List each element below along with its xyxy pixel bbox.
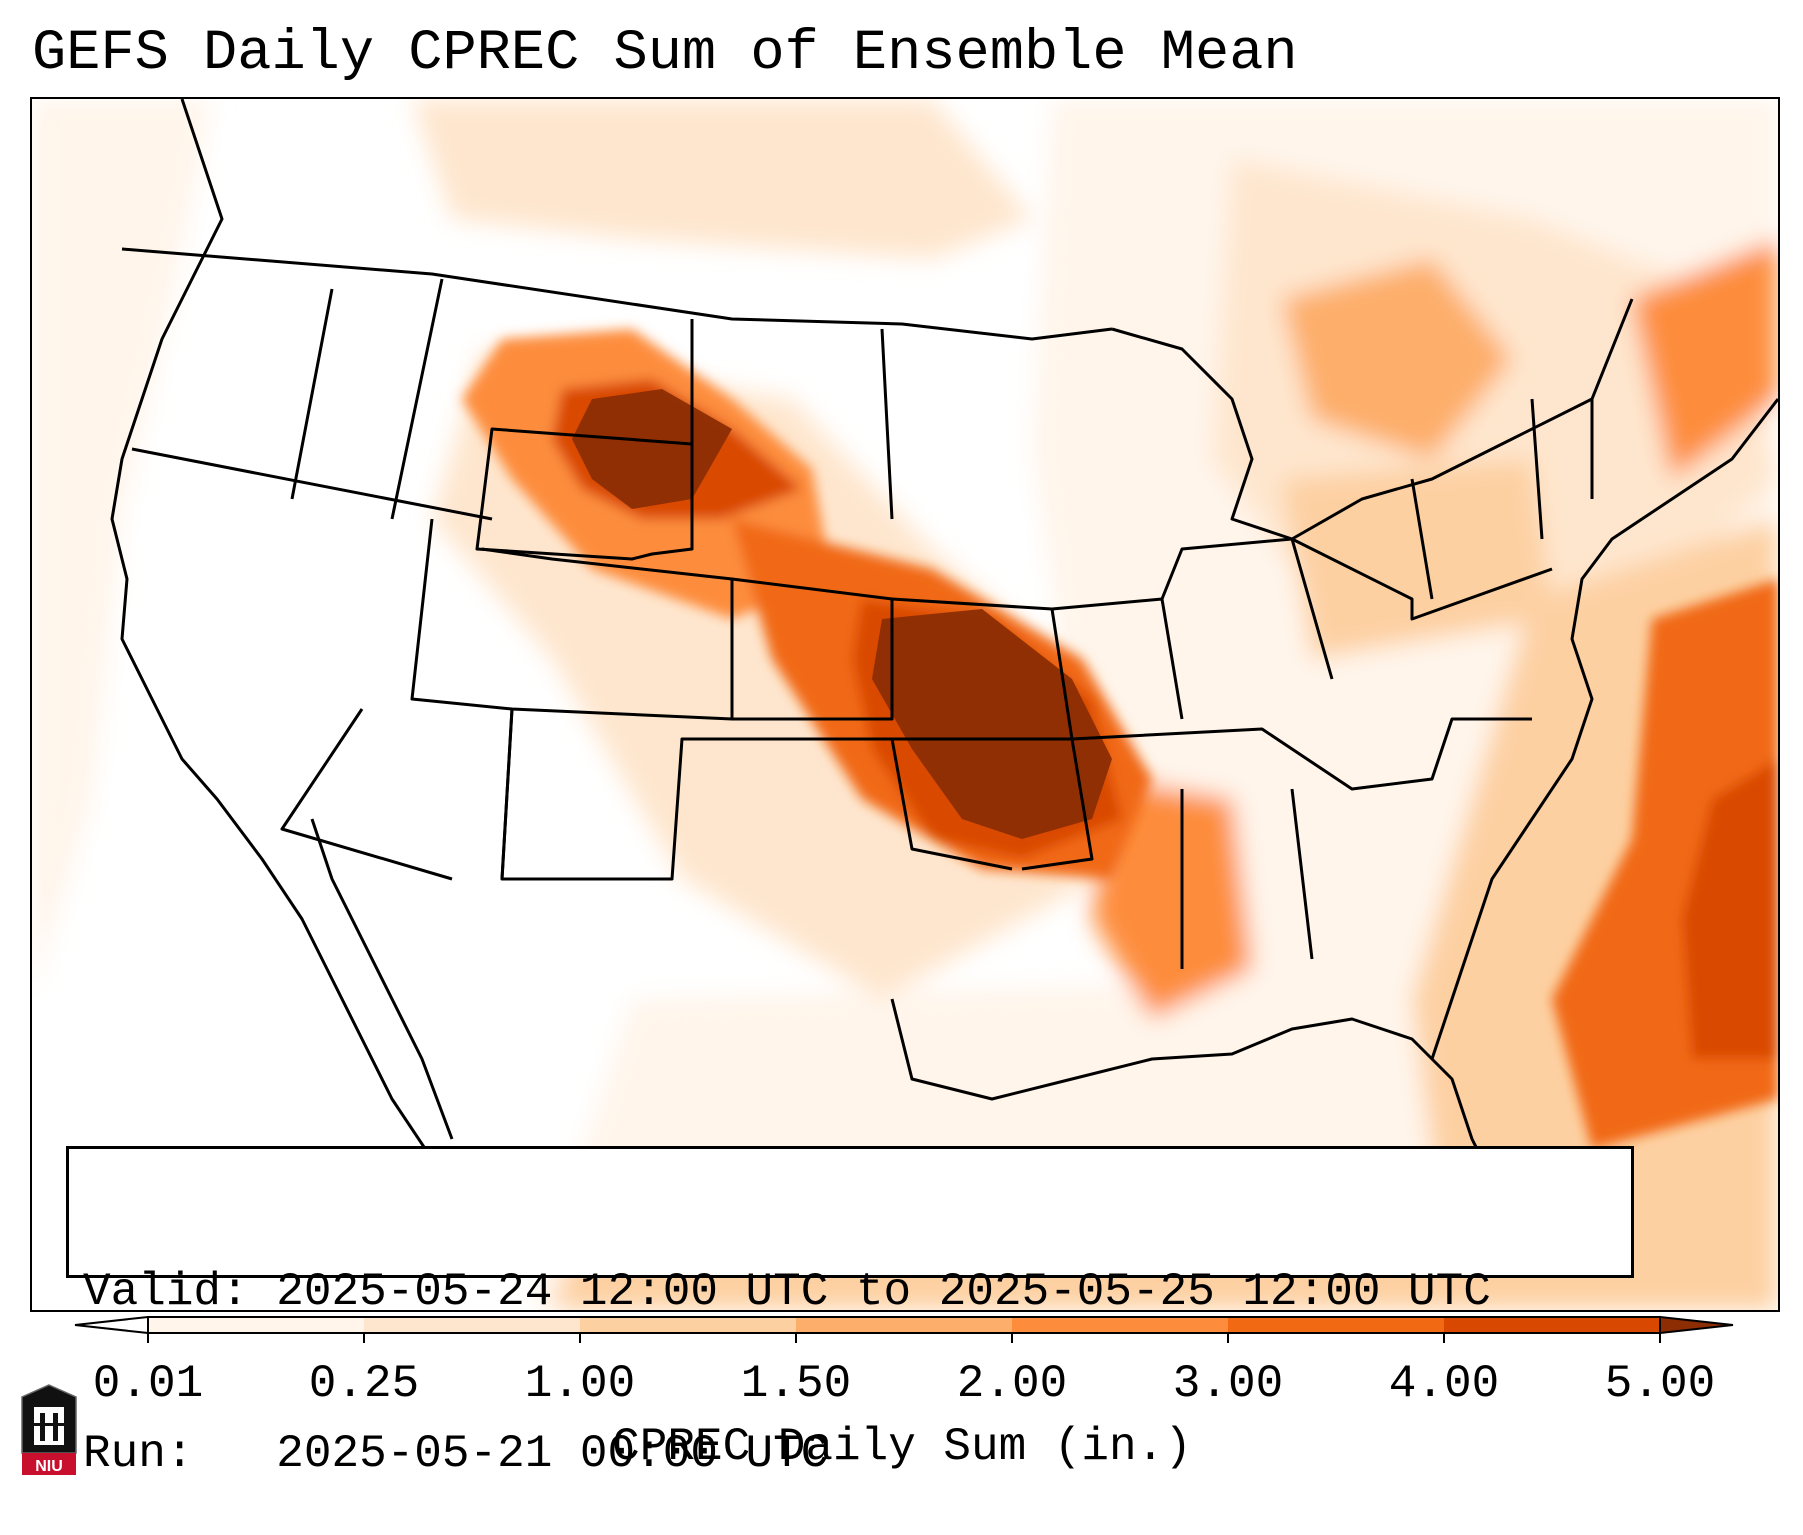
colorbar <box>74 1315 1734 1343</box>
state-border-plains-ns <box>690 319 894 721</box>
precip-max-plains <box>872 609 1112 839</box>
coastline-east <box>1430 398 1778 1060</box>
colorbar-segment <box>580 1317 797 1333</box>
coastline-baja <box>310 818 454 1140</box>
state-border-nw <box>131 278 493 521</box>
colorbar-extend-min <box>74 1315 149 1335</box>
state-border-midwest <box>1051 537 1553 720</box>
colorbar-tick-label: 3.00 <box>1172 1358 1284 1410</box>
precip-light-north <box>412 99 1032 259</box>
colorbar-tick-label: 2.00 <box>956 1358 1068 1410</box>
colorbar-segment <box>148 1317 365 1333</box>
valid-label: Valid: <box>83 1266 249 1318</box>
precip-light-ohio <box>1282 459 1552 659</box>
logo-text: NIU <box>35 1458 63 1475</box>
colorbar-tick-label: 5.00 <box>1604 1358 1716 1410</box>
colorbar-tick-label: 4.00 <box>1388 1358 1500 1410</box>
canada-border <box>121 247 1113 341</box>
boundaries <box>110 99 1778 1180</box>
colorbar-segment <box>1228 1317 1445 1333</box>
precipitation-map <box>30 97 1780 1312</box>
colorbar-segment <box>796 1317 1013 1333</box>
niu-logo-icon: NIU <box>21 1384 77 1475</box>
colorbar-label: CPREC Daily Sum (in.) <box>612 1421 1192 1473</box>
colorbar-segment <box>364 1317 581 1333</box>
colorbar-tick-label: 0.25 <box>308 1358 420 1410</box>
colorbar-segments <box>148 1317 1661 1333</box>
precip-light-newengland <box>1632 239 1778 479</box>
precip-light-pacific <box>32 99 212 999</box>
colorbar-tick-label: 1.00 <box>524 1358 636 1410</box>
colorbar-outline <box>147 1316 1661 1334</box>
run-label: Run: <box>83 1428 194 1480</box>
state-border-az-nm <box>280 708 514 881</box>
map-canvas <box>32 99 1778 1310</box>
state-border-ne <box>1410 398 1594 600</box>
precip-field <box>32 99 1778 1310</box>
colorbar-ticks <box>147 1333 1661 1343</box>
valid-run-info-box: Valid: 2025-05-24 12:00 UTC to 2025-05-2… <box>66 1146 1634 1480</box>
page-title: GEFS Daily CPREC Sum of Ensemble Mean <box>32 22 1298 86</box>
colorbar-tick-label: 1.50 <box>740 1358 852 1410</box>
valid-value: 2025-05-24 12:00 UTC to 2025-05-25 12:00… <box>276 1266 1491 1318</box>
run-row: Run: 2025-05-21 00:00 UTC <box>83 1427 1617 1481</box>
valid-row: Valid: 2025-05-24 12:00 UTC to 2025-05-2… <box>83 1265 1617 1319</box>
coastline-west <box>110 99 434 1160</box>
colorbar-segment <box>1444 1317 1661 1333</box>
colorbar-segment <box>1012 1317 1229 1333</box>
state-border-mo-ar <box>891 597 1094 871</box>
run-value: 2025-05-21 00:00 UTC <box>276 1428 829 1480</box>
coastline-gulf <box>890 998 1494 1180</box>
colorbar-tick-label: 0.01 <box>92 1358 204 1410</box>
precip-core-atlantic <box>1682 759 1778 1059</box>
precip-light-mississippi <box>1092 779 1252 1019</box>
precip-light-canada-east <box>1282 259 1512 459</box>
colorbar-extend-max <box>1659 1315 1734 1335</box>
state-border-ms-al <box>1071 717 1532 969</box>
